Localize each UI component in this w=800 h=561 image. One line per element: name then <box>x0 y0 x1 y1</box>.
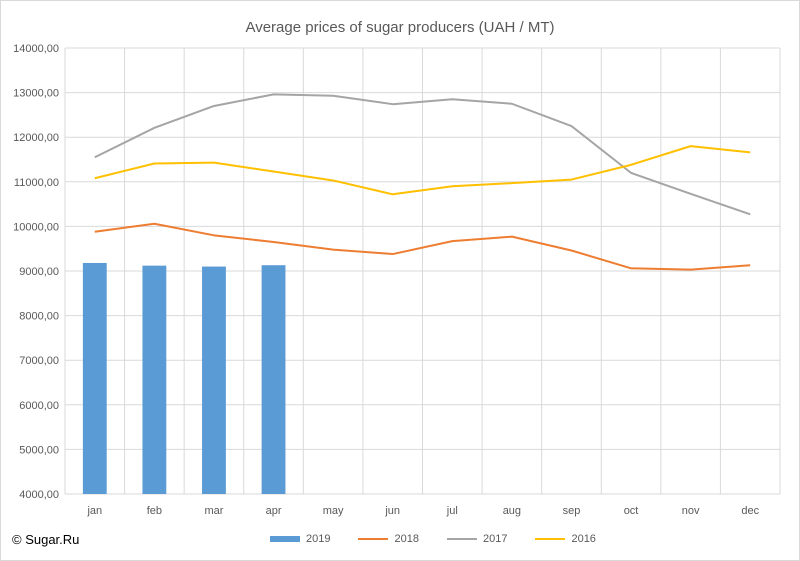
y-tick-label: 14000,00 <box>13 43 59 55</box>
x-tick-label: nov <box>682 505 700 517</box>
bar-2019 <box>82 262 107 494</box>
y-tick-label: 7000,00 <box>19 355 59 367</box>
legend-label-2016: 2016 <box>571 533 596 545</box>
legend-swatch-2018 <box>358 538 389 540</box>
x-tick-label: sep <box>563 505 581 517</box>
bar-2019 <box>261 265 286 494</box>
legend-swatch-2019 <box>270 536 300 542</box>
legend-label-2018: 2018 <box>394 533 419 545</box>
bar-2019 <box>202 266 226 494</box>
legend-swatch-2016 <box>535 538 566 540</box>
line-series-2016 <box>94 145 751 196</box>
x-tick-label: apr <box>266 505 282 517</box>
x-tick-label: oct <box>624 505 639 517</box>
chart-legend: 2019 2018 2017 2016 <box>270 531 624 547</box>
y-tick-label: 12000,00 <box>13 132 59 144</box>
legend-item-2018: 2018 <box>358 533 419 545</box>
y-tick-label: 10000,00 <box>13 221 59 233</box>
legend-item-2017: 2017 <box>446 533 508 545</box>
line-layer <box>94 93 751 271</box>
x-tick-label: dec <box>741 505 759 517</box>
grid-layer <box>64 47 781 495</box>
line-series-2018 <box>94 222 751 271</box>
y-tick-label: 13000,00 <box>13 88 59 100</box>
x-axis-ticks: jan feb mar apr may jun jul aug sep oct nov dec <box>86 505 759 517</box>
legend-label-2019: 2019 <box>306 533 331 545</box>
x-tick-label: aug <box>503 505 521 517</box>
y-tick-label: 9000,00 <box>19 266 59 278</box>
y-tick-label: 4000,00 <box>19 489 59 501</box>
y-tick-label: 8000,00 <box>19 311 59 323</box>
legend-swatch-2017 <box>446 538 477 540</box>
y-tick-label: 11000,00 <box>14 177 59 189</box>
x-tick-label: mar <box>204 505 223 517</box>
x-tick-label: jun <box>384 505 400 517</box>
legend-label-2017: 2017 <box>482 533 508 545</box>
y-tick-label: 6000,00 <box>19 400 59 412</box>
bar-layer <box>82 262 286 494</box>
x-tick-label: feb <box>147 505 162 517</box>
x-tick-label: jul <box>446 505 458 517</box>
line-series-2017 <box>94 93 751 216</box>
source-credit: © Sugar.Ru <box>12 532 80 547</box>
x-tick-label: jan <box>86 505 102 517</box>
bar-2019 <box>142 265 167 494</box>
chart-title: Average prices of sugar producers (UAH /… <box>245 19 555 36</box>
legend-item-2019: 2019 <box>270 533 330 545</box>
legend-item-2016: 2016 <box>535 533 596 545</box>
y-axis-ticks: 4000,00 5000,00 6000,00 7000,00 8000,00 9000,… <box>13 43 59 501</box>
x-tick-label: may <box>323 505 344 517</box>
y-tick-label: 5000,00 <box>19 444 59 456</box>
